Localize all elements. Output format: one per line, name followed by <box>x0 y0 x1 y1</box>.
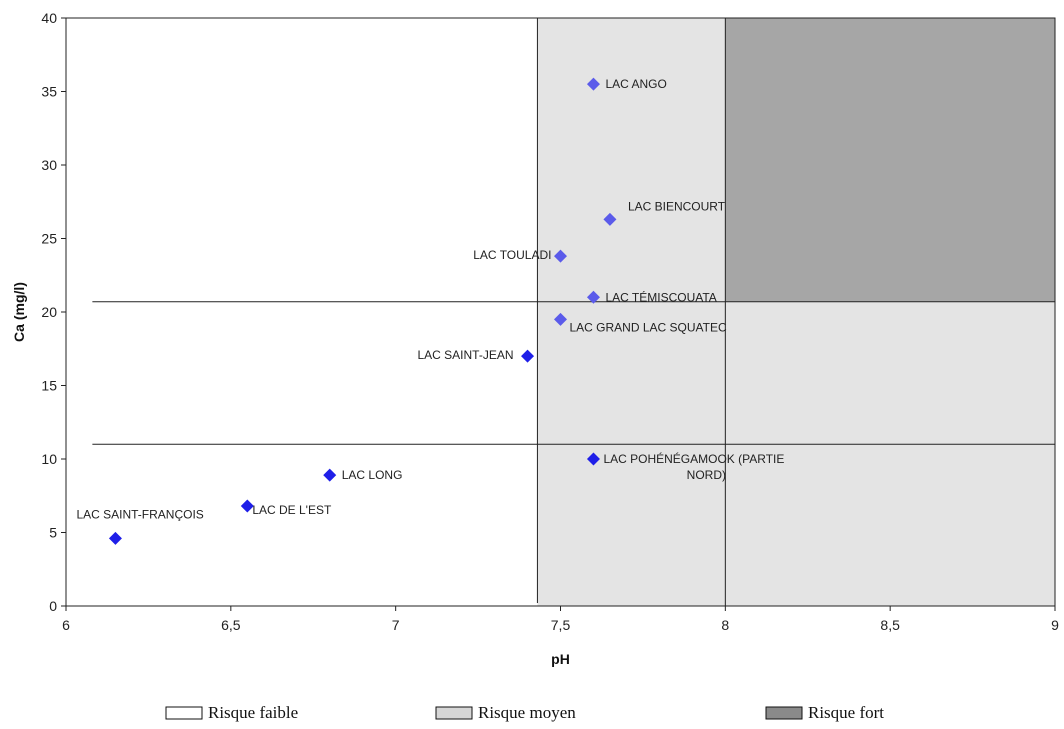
y-tick-label: 30 <box>41 157 57 173</box>
data-point-marker <box>554 249 567 263</box>
data-point-label: LAC SAINT-JEAN <box>418 348 514 362</box>
threshold-lines <box>92 18 1055 606</box>
legend-label: Risque moyen <box>478 703 576 722</box>
legend-swatch <box>765 706 803 720</box>
legend-swatch <box>165 706 203 720</box>
y-axis-title: Ca (mg/l) <box>11 282 27 342</box>
data-point-label: LAC TOULADI <box>473 248 551 262</box>
legend-label: Risque fort <box>808 703 884 722</box>
x-tick-label: 6,5 <box>221 617 241 633</box>
x-tick-label: 7 <box>392 617 400 633</box>
data-point-marker <box>108 531 122 545</box>
data-point-label: LAC GRAND LAC SQUATEC <box>570 320 727 334</box>
y-tick-label: 25 <box>41 231 57 247</box>
risk-zones <box>537 18 1055 606</box>
x-axis-title: pH <box>551 651 570 667</box>
y-tick-label: 5 <box>49 525 57 541</box>
y-tick-label: 15 <box>41 378 57 394</box>
y-tick-label: 40 <box>41 10 57 26</box>
x-tick-label: 8,5 <box>880 617 900 633</box>
data-point-label-line2: NORD) <box>687 468 726 482</box>
data-point-marker <box>240 499 254 513</box>
data-point-marker <box>603 212 617 226</box>
legend: Risque faible Risque moyen Risque fort <box>165 703 884 722</box>
data-point-marker <box>586 290 600 304</box>
data-point-label: LAC BIENCOURT <box>628 199 726 213</box>
data-point-label: LAC LONG <box>342 468 403 482</box>
data-point-label: LAC POHÉNÉGAMOOK (PARTIE <box>603 451 784 466</box>
x-tick-label: 6 <box>62 617 70 633</box>
data-point-label: LAC DE L'EST <box>252 503 332 517</box>
data-point-label: LAC SAINT-FRANÇOIS <box>76 507 203 521</box>
zone-risque-fort <box>725 18 1055 302</box>
legend-swatch <box>435 706 473 720</box>
y-tick-label: 0 <box>49 598 57 614</box>
y-tick-label: 20 <box>41 304 57 320</box>
data-point-marker <box>521 349 535 363</box>
axis-ticks: 6 6,5 7 7,5 8 8,5 9 0 5 10 15 20 25 30 35 40 <box>41 10 1059 633</box>
data-point-marker <box>323 468 337 482</box>
x-tick-label: 9 <box>1051 617 1059 633</box>
x-tick-label: 7,5 <box>551 617 571 633</box>
data-point-marker <box>586 452 600 466</box>
y-tick-label: 35 <box>41 84 57 100</box>
y-tick-label: 10 <box>41 451 57 467</box>
x-tick-label: 8 <box>721 617 729 633</box>
data-point-marker <box>554 312 567 326</box>
data-point-label: LAC TÉMISCOUATA <box>605 289 716 304</box>
data-point-marker <box>586 77 600 91</box>
data-points: LAC ANGO LAC BIENCOURT LAC TOULADI LAC TÉMI… <box>76 77 784 545</box>
legend-label: Risque faible <box>208 703 298 722</box>
data-point-label: LAC ANGO <box>605 77 666 91</box>
